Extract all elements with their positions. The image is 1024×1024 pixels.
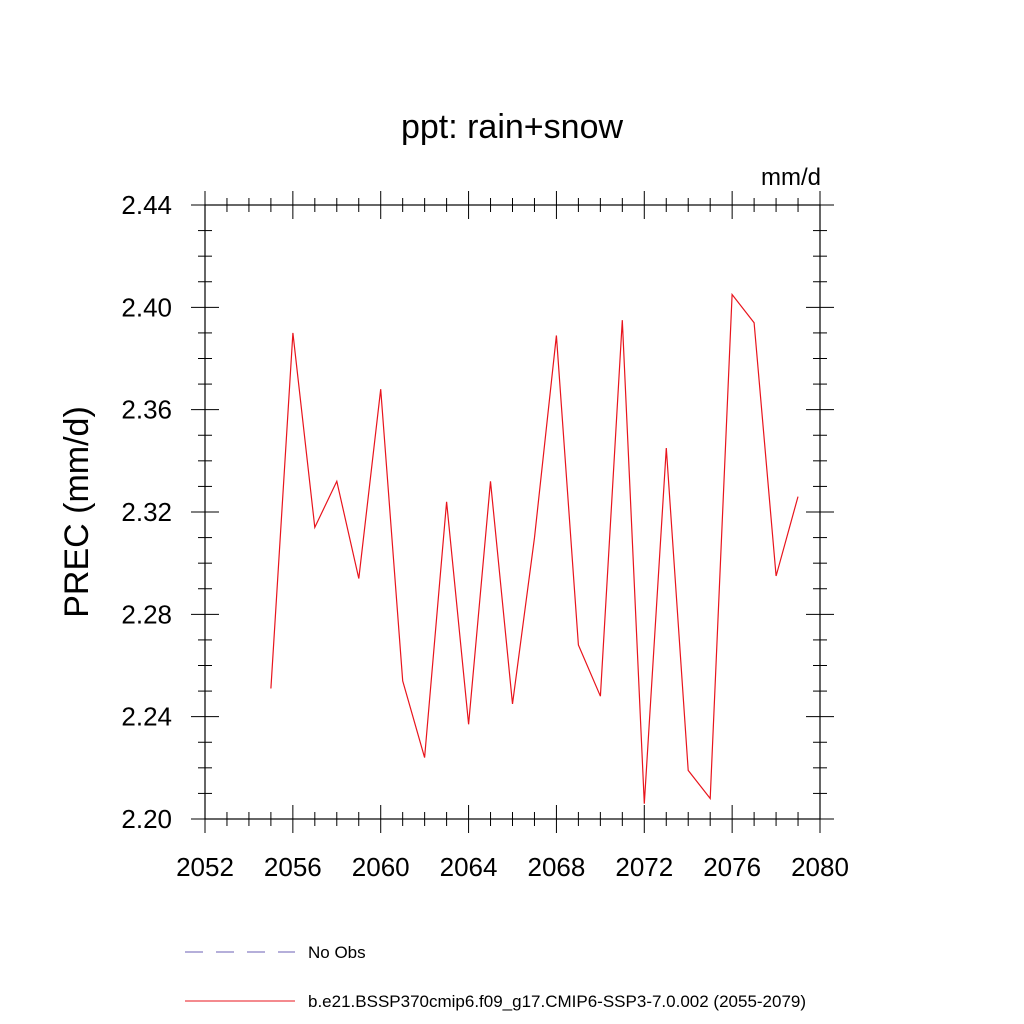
x-tick-label: 2052 [176, 852, 234, 882]
y-tick-label: 2.44 [121, 190, 172, 220]
axis-ticks [191, 191, 834, 833]
y-tick-label: 2.24 [121, 702, 172, 732]
x-tick-label: 2072 [615, 852, 673, 882]
x-tick-label: 2060 [352, 852, 410, 882]
units-label: mm/d [761, 164, 821, 191]
x-tick-label: 2056 [264, 852, 322, 882]
legend: No Obs b.e21.BSSP370cmip6.f09_g17.CMIP6-S… [185, 943, 806, 1011]
y-tick-label: 2.28 [121, 599, 172, 629]
chart-title: ppt: rain+snow [401, 108, 624, 146]
series-line [270, 292, 799, 804]
legend-label: No Obs [308, 943, 366, 962]
y-tick-label: 2.40 [121, 292, 172, 322]
y-tick-label: 2.20 [121, 804, 172, 834]
legend-label: b.e21.BSSP370cmip6.f09_g17.CMIP6-SSP3-7.… [308, 992, 806, 1011]
plot-frame [204, 204, 821, 820]
y-axis-label: PREC (mm/d) [58, 406, 96, 618]
x-tick-label: 2064 [440, 852, 498, 882]
x-tick-label: 2080 [791, 852, 849, 882]
axis-tick-labels: 2052 2056 2060 2064 2068 2072 2076 2080 2.20 2.24… [121, 190, 849, 882]
y-tick-label: 2.32 [121, 497, 172, 527]
x-tick-label: 2068 [528, 852, 586, 882]
x-tick-label: 2076 [703, 852, 761, 882]
y-tick-label: 2.36 [121, 395, 172, 425]
